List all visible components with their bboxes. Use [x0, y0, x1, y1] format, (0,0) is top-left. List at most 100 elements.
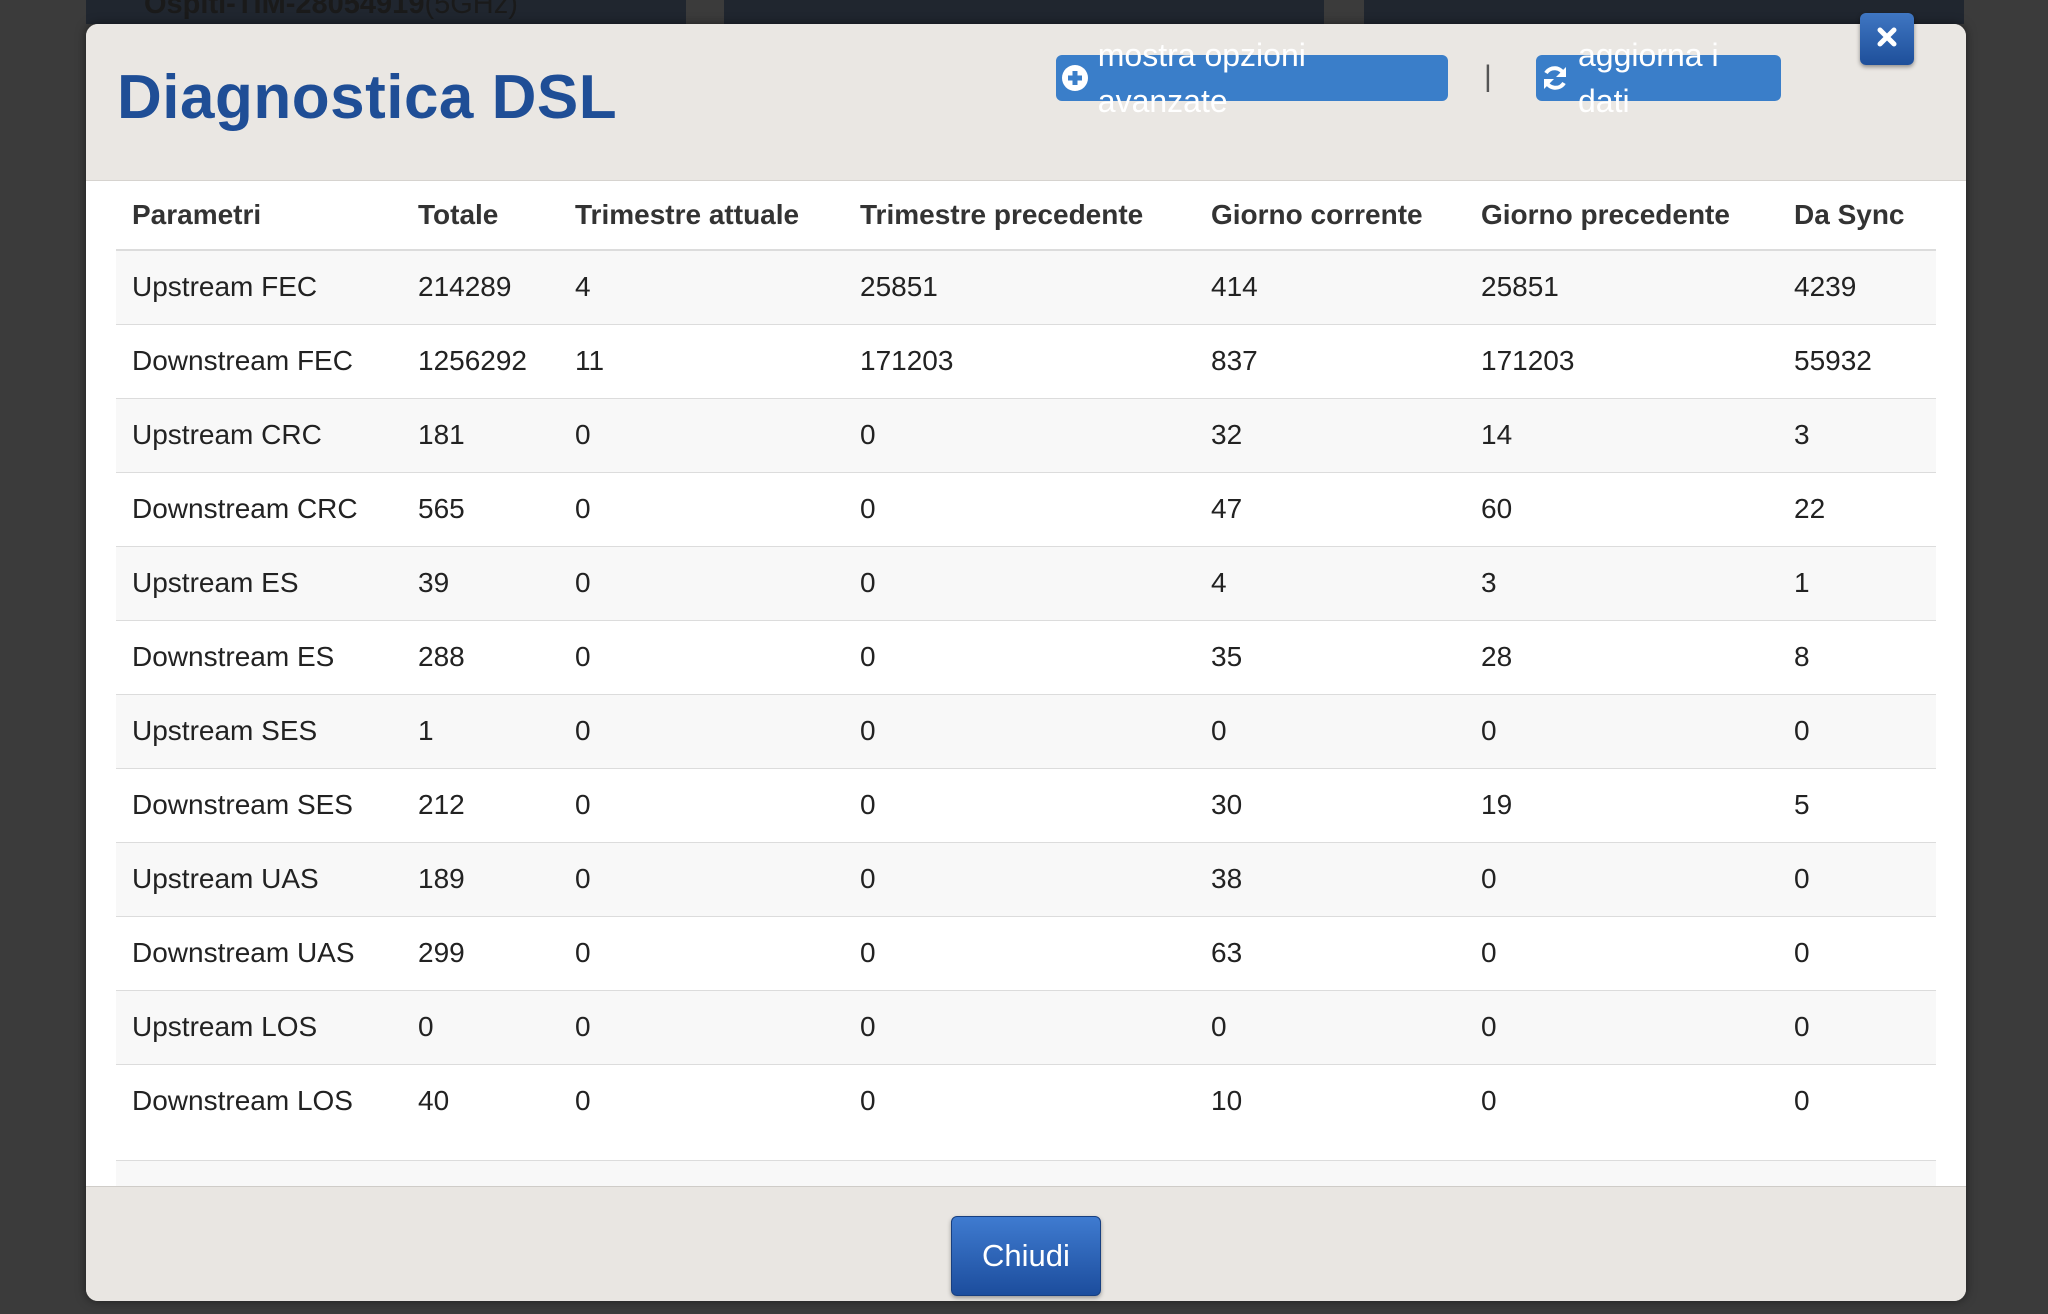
- table-row: Upstream CRC 181 0 0 32 14 3: [116, 397, 1936, 472]
- table-cell: 0: [559, 619, 844, 694]
- table-cell: 0: [559, 545, 844, 620]
- table-cell: 1: [1778, 545, 1936, 620]
- table-cell: 0: [559, 1063, 844, 1138]
- table-cell: 38: [1195, 841, 1465, 916]
- table-cell: Downstream CRC: [116, 471, 402, 546]
- table-row: Upstream SES 1 0 0 0 0 0: [116, 693, 1936, 768]
- table-row: Downstream SES 212 0 0 30 19 5: [116, 767, 1936, 842]
- show-advanced-options-button[interactable]: mostra opzioni avanzate: [1056, 37, 1448, 119]
- table-cell: 8: [1778, 619, 1936, 694]
- table-cell: 4239: [1778, 249, 1936, 324]
- table-cell: Downstream LOS: [116, 1063, 402, 1138]
- dsl-stats-table: Parametri Totale Trimestre attuale Trime…: [116, 181, 1936, 1138]
- table-cell: 55932: [1778, 323, 1936, 398]
- table-header-row: Parametri Totale Trimestre attuale Trime…: [116, 181, 1936, 251]
- table-cell: 0: [559, 841, 844, 916]
- table-cell: 4: [559, 249, 844, 324]
- table-cell: 40: [402, 1063, 559, 1138]
- table-cell: 565: [402, 471, 559, 546]
- table-row: Downstream UAS 299 0 0 63 0 0: [116, 915, 1936, 990]
- table-cell: 299: [402, 915, 559, 990]
- table-cell: 19: [1465, 767, 1778, 842]
- header-parametri: Parametri: [116, 181, 402, 251]
- table-cell: 0: [844, 989, 1195, 1064]
- table-cell: 0: [559, 989, 844, 1064]
- table-cell: 0: [1778, 841, 1936, 916]
- table-cell: 0: [559, 397, 844, 472]
- table-cell: 25851: [844, 249, 1195, 324]
- table-cell: 837: [1195, 323, 1465, 398]
- table-cell: 214289: [402, 249, 559, 324]
- table-cell: 35: [1195, 619, 1465, 694]
- table-row: Downstream FEC 1256292 11 171203 837 171203 55…: [116, 323, 1936, 398]
- table-cell: 0: [1195, 989, 1465, 1064]
- table-cell: Downstream UAS: [116, 915, 402, 990]
- table-row: Downstream CRC 565 0 0 47 60 22: [116, 471, 1936, 546]
- table-cell: 212: [402, 767, 559, 842]
- table-cell: 0: [844, 767, 1195, 842]
- header-trimestre-attuale: Trimestre attuale: [559, 181, 844, 251]
- table-cell: 0: [1778, 693, 1936, 768]
- table-cell: 0: [844, 471, 1195, 546]
- table-cell: 0: [1465, 915, 1778, 990]
- table-cell: 25851: [1465, 249, 1778, 324]
- table-cell: 0: [559, 693, 844, 768]
- table-cell: 0: [844, 545, 1195, 620]
- table-cell: 22: [1778, 471, 1936, 546]
- table-cell: 47: [1195, 471, 1465, 546]
- table-row: Upstream UAS 189 0 0 38 0 0: [116, 841, 1936, 916]
- table-cell: 0: [1465, 989, 1778, 1064]
- table-cell: 14: [1465, 397, 1778, 472]
- table-cell: 1: [402, 693, 559, 768]
- close-modal-button[interactable]: [1860, 13, 1914, 65]
- close-icon: [1876, 26, 1898, 53]
- table-cell: 189: [402, 841, 559, 916]
- table-cell: 3: [1778, 397, 1936, 472]
- modal-body[interactable]: Parametri Totale Trimestre attuale Trime…: [86, 181, 1966, 1186]
- table-cell: 0: [844, 1063, 1195, 1138]
- header-giorno-precedente: Giorno precedente: [1465, 181, 1778, 251]
- header-totale: Totale: [402, 181, 559, 251]
- table-cell: 60: [1465, 471, 1778, 546]
- plus-circle-icon: [1060, 63, 1090, 93]
- table-cell: 0: [1778, 989, 1936, 1064]
- table-cell: Upstream ES: [116, 545, 402, 620]
- table-cell: 0: [1778, 1063, 1936, 1138]
- table-cell: 3: [1465, 545, 1778, 620]
- table-cell: 288: [402, 619, 559, 694]
- header-da-sync: Da Sync: [1778, 181, 1936, 251]
- table-cell: Upstream CRC: [116, 397, 402, 472]
- network-band: (5GHz): [424, 0, 518, 20]
- table-cell: 4: [1195, 545, 1465, 620]
- table-cell: 0: [559, 915, 844, 990]
- table-cell: 0: [559, 767, 844, 842]
- table-cell: 414: [1195, 249, 1465, 324]
- modal-header: Diagnostica DSL mostra opzioni avanzate …: [86, 24, 1966, 181]
- table-cell: 39: [402, 545, 559, 620]
- table-cell: 0: [844, 915, 1195, 990]
- network-ssid: Ospiti-TIM-28054919: [144, 0, 425, 20]
- table-row: Downstream LOS 40 0 0 10 0 0: [116, 1063, 1936, 1138]
- background-network-name: Ospiti-TIM-28054919(5GHz): [144, 0, 518, 21]
- table-cell: Upstream LOS: [116, 989, 402, 1064]
- table-cell: Downstream FEC: [116, 323, 402, 398]
- dsl-diagnostics-modal: Diagnostica DSL mostra opzioni avanzate …: [86, 24, 1966, 1301]
- header-giorno-corrente: Giorno corrente: [1195, 181, 1465, 251]
- refresh-data-label: aggiorna i dati: [1578, 37, 1719, 119]
- table-cell: 171203: [1465, 323, 1778, 398]
- table-cell: 11: [559, 323, 844, 398]
- refresh-data-button[interactable]: aggiorna i dati: [1536, 37, 1781, 119]
- table-cell: 0: [1195, 693, 1465, 768]
- table-cell: 0: [1465, 841, 1778, 916]
- table-cell: 10: [1195, 1063, 1465, 1138]
- table-cell: Upstream UAS: [116, 841, 402, 916]
- table-cell: 0: [1465, 693, 1778, 768]
- table-cell: 32: [1195, 397, 1465, 472]
- table-cell: 28: [1465, 619, 1778, 694]
- table-cell: 0: [844, 693, 1195, 768]
- modal-footer: Chiudi: [86, 1186, 1966, 1301]
- header-trimestre-precedente: Trimestre precedente: [844, 181, 1195, 251]
- close-button[interactable]: Chiudi: [951, 1216, 1101, 1296]
- table-cell: Upstream FEC: [116, 249, 402, 324]
- table-row: Upstream LOS 0 0 0 0 0 0: [116, 989, 1936, 1064]
